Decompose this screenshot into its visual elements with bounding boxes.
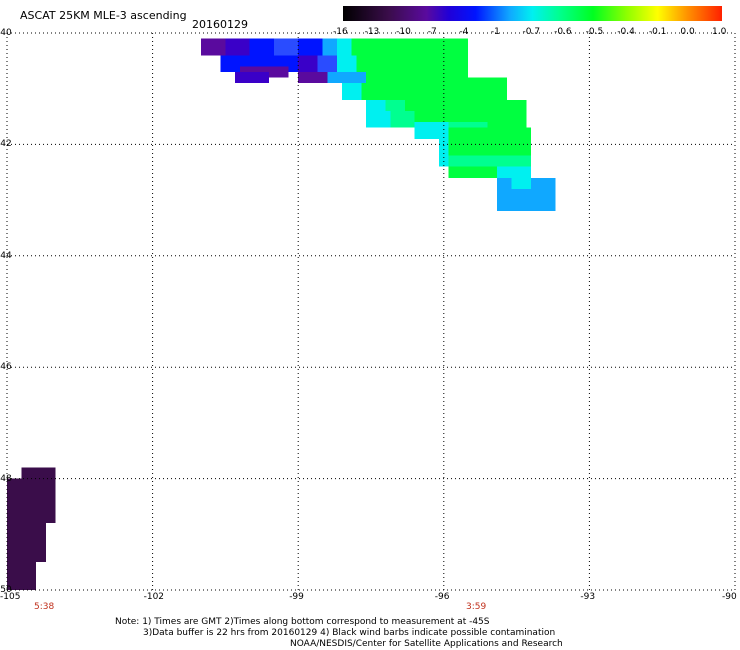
data-cell — [327, 71, 367, 84]
data-cell — [298, 55, 318, 72]
data-cell — [448, 166, 512, 178]
data-cell — [298, 38, 323, 56]
data-cell — [366, 99, 386, 111]
y-tick-label: -40 — [0, 28, 12, 38]
colorbar-tick-label: -0.1 — [648, 27, 667, 37]
data-cell — [390, 110, 415, 128]
colorbar-tick-label: -7 — [427, 27, 437, 37]
time-label-mid: 3:59 — [466, 602, 487, 612]
colorbar-tick-label: -13 — [364, 27, 380, 37]
data-cell — [317, 55, 338, 72]
x-tick-label: -96 — [434, 592, 450, 602]
y-tick-label: -48 — [0, 473, 12, 484]
data-cell — [298, 71, 328, 84]
data-cell — [497, 166, 532, 178]
data-cell — [273, 38, 299, 56]
data-cell — [414, 122, 449, 139]
x-tick-label: -102 — [143, 592, 165, 602]
colorbar — [343, 6, 722, 21]
y-tick-label: -44 — [0, 250, 12, 261]
colorbar-tick-label: -0.6 — [554, 27, 572, 37]
note-line-2: 3)Data buffer is 22 hrs from 20160129 4)… — [143, 628, 556, 638]
data-cell — [225, 38, 250, 56]
y-tick-label: -42 — [0, 139, 12, 150]
chart-date: 20160129 — [192, 18, 248, 31]
x-tick-label: -93 — [580, 592, 596, 602]
data-cell — [7, 478, 27, 590]
x-tick-label: -105 — [0, 592, 21, 602]
data-cell — [201, 38, 226, 56]
y-tick-label: -46 — [0, 362, 12, 373]
note-line-1: Note: 1) Times are GMT 2)Times along bot… — [115, 617, 490, 627]
x-tick-label: -90 — [722, 592, 737, 602]
colorbar-tick-label: -4 — [459, 27, 469, 37]
data-cell — [249, 38, 274, 56]
data-cell — [351, 38, 469, 56]
colorbar-tick-label: 1.0 — [712, 27, 727, 37]
data-cell — [337, 55, 357, 72]
colorbar-tick-label: 0.0 — [680, 27, 695, 37]
colorbar-tick-label: -0.4 — [617, 27, 635, 37]
colorbar-tick-label: -0.5 — [585, 27, 604, 37]
colorbar-tick-label: -16 — [333, 27, 348, 37]
note-line-3: NOAA/NESDIS/Center for Satellite Applica… — [290, 639, 563, 649]
data-cell — [356, 55, 469, 72]
data-cell — [366, 71, 469, 84]
data-cell — [468, 77, 507, 84]
data-cell — [337, 38, 352, 56]
y-tick-label: -50 — [0, 585, 12, 595]
time-label-left: 5:38 — [34, 602, 55, 612]
colorbar-tick-label: -10 — [396, 27, 411, 37]
x-tick-label: -99 — [289, 592, 304, 602]
data-cell — [511, 177, 532, 189]
colorbar-tick-label: -0.7 — [522, 27, 541, 37]
data-cell — [322, 38, 338, 56]
data-cell — [341, 83, 362, 100]
data-cell — [438, 138, 449, 167]
colorbar-tick-label: -1 — [490, 27, 500, 37]
data-cell — [385, 99, 405, 111]
data-cell — [448, 127, 532, 156]
data-cell — [361, 83, 507, 100]
data-cell — [366, 110, 391, 128]
chart-title: ASCAT 25KM MLE-3 ascending — [20, 9, 187, 22]
data-cell — [235, 71, 270, 84]
data-cell — [404, 99, 527, 111]
